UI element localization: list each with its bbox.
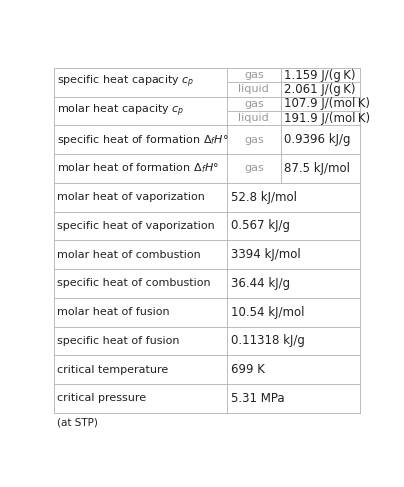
Text: 0.567 kJ/g: 0.567 kJ/g bbox=[231, 220, 290, 232]
Text: 87.5 kJ/mol: 87.5 kJ/mol bbox=[284, 162, 350, 175]
Text: specific heat of formation $\Delta_f H\degree$: specific heat of formation $\Delta_f H\d… bbox=[57, 132, 229, 147]
Text: gas: gas bbox=[244, 164, 264, 173]
Text: 0.11318 kJ/g: 0.11318 kJ/g bbox=[231, 335, 305, 347]
Text: 191.9 J/(mol K): 191.9 J/(mol K) bbox=[284, 112, 370, 125]
Text: gas: gas bbox=[244, 70, 264, 80]
Text: 2.061 J/(g K): 2.061 J/(g K) bbox=[284, 83, 356, 96]
Text: liquid: liquid bbox=[238, 113, 269, 123]
Text: critical pressure: critical pressure bbox=[57, 393, 147, 403]
Text: specific heat capacity $c_p$: specific heat capacity $c_p$ bbox=[57, 74, 195, 91]
Text: specific heat of vaporization: specific heat of vaporization bbox=[57, 221, 215, 231]
Text: 36.44 kJ/g: 36.44 kJ/g bbox=[231, 277, 290, 290]
Text: specific heat of fusion: specific heat of fusion bbox=[57, 336, 180, 346]
Text: 5.31 MPa: 5.31 MPa bbox=[231, 392, 284, 405]
Text: 107.9 J/(mol K): 107.9 J/(mol K) bbox=[284, 97, 370, 110]
Text: molar heat of formation $\Delta_f H\degree$: molar heat of formation $\Delta_f H\degr… bbox=[57, 162, 219, 175]
Text: molar heat of vaporization: molar heat of vaporization bbox=[57, 192, 205, 202]
Text: 10.54 kJ/mol: 10.54 kJ/mol bbox=[231, 306, 304, 318]
Text: (at STP): (at STP) bbox=[57, 417, 98, 427]
Text: 3394 kJ/mol: 3394 kJ/mol bbox=[231, 248, 301, 261]
Text: molar heat capacity $c_p$: molar heat capacity $c_p$ bbox=[57, 103, 185, 119]
Text: 699 K: 699 K bbox=[231, 363, 265, 376]
Text: critical temperature: critical temperature bbox=[57, 365, 168, 375]
Text: liquid: liquid bbox=[238, 84, 269, 94]
Text: 52.8 kJ/mol: 52.8 kJ/mol bbox=[231, 191, 297, 204]
Text: gas: gas bbox=[244, 99, 264, 109]
Text: 0.9396 kJ/g: 0.9396 kJ/g bbox=[284, 133, 351, 146]
Text: gas: gas bbox=[244, 135, 264, 145]
Text: specific heat of combustion: specific heat of combustion bbox=[57, 279, 211, 288]
Text: molar heat of combustion: molar heat of combustion bbox=[57, 250, 201, 260]
Text: 1.159 J/(g K): 1.159 J/(g K) bbox=[284, 69, 356, 81]
Text: molar heat of fusion: molar heat of fusion bbox=[57, 307, 170, 317]
